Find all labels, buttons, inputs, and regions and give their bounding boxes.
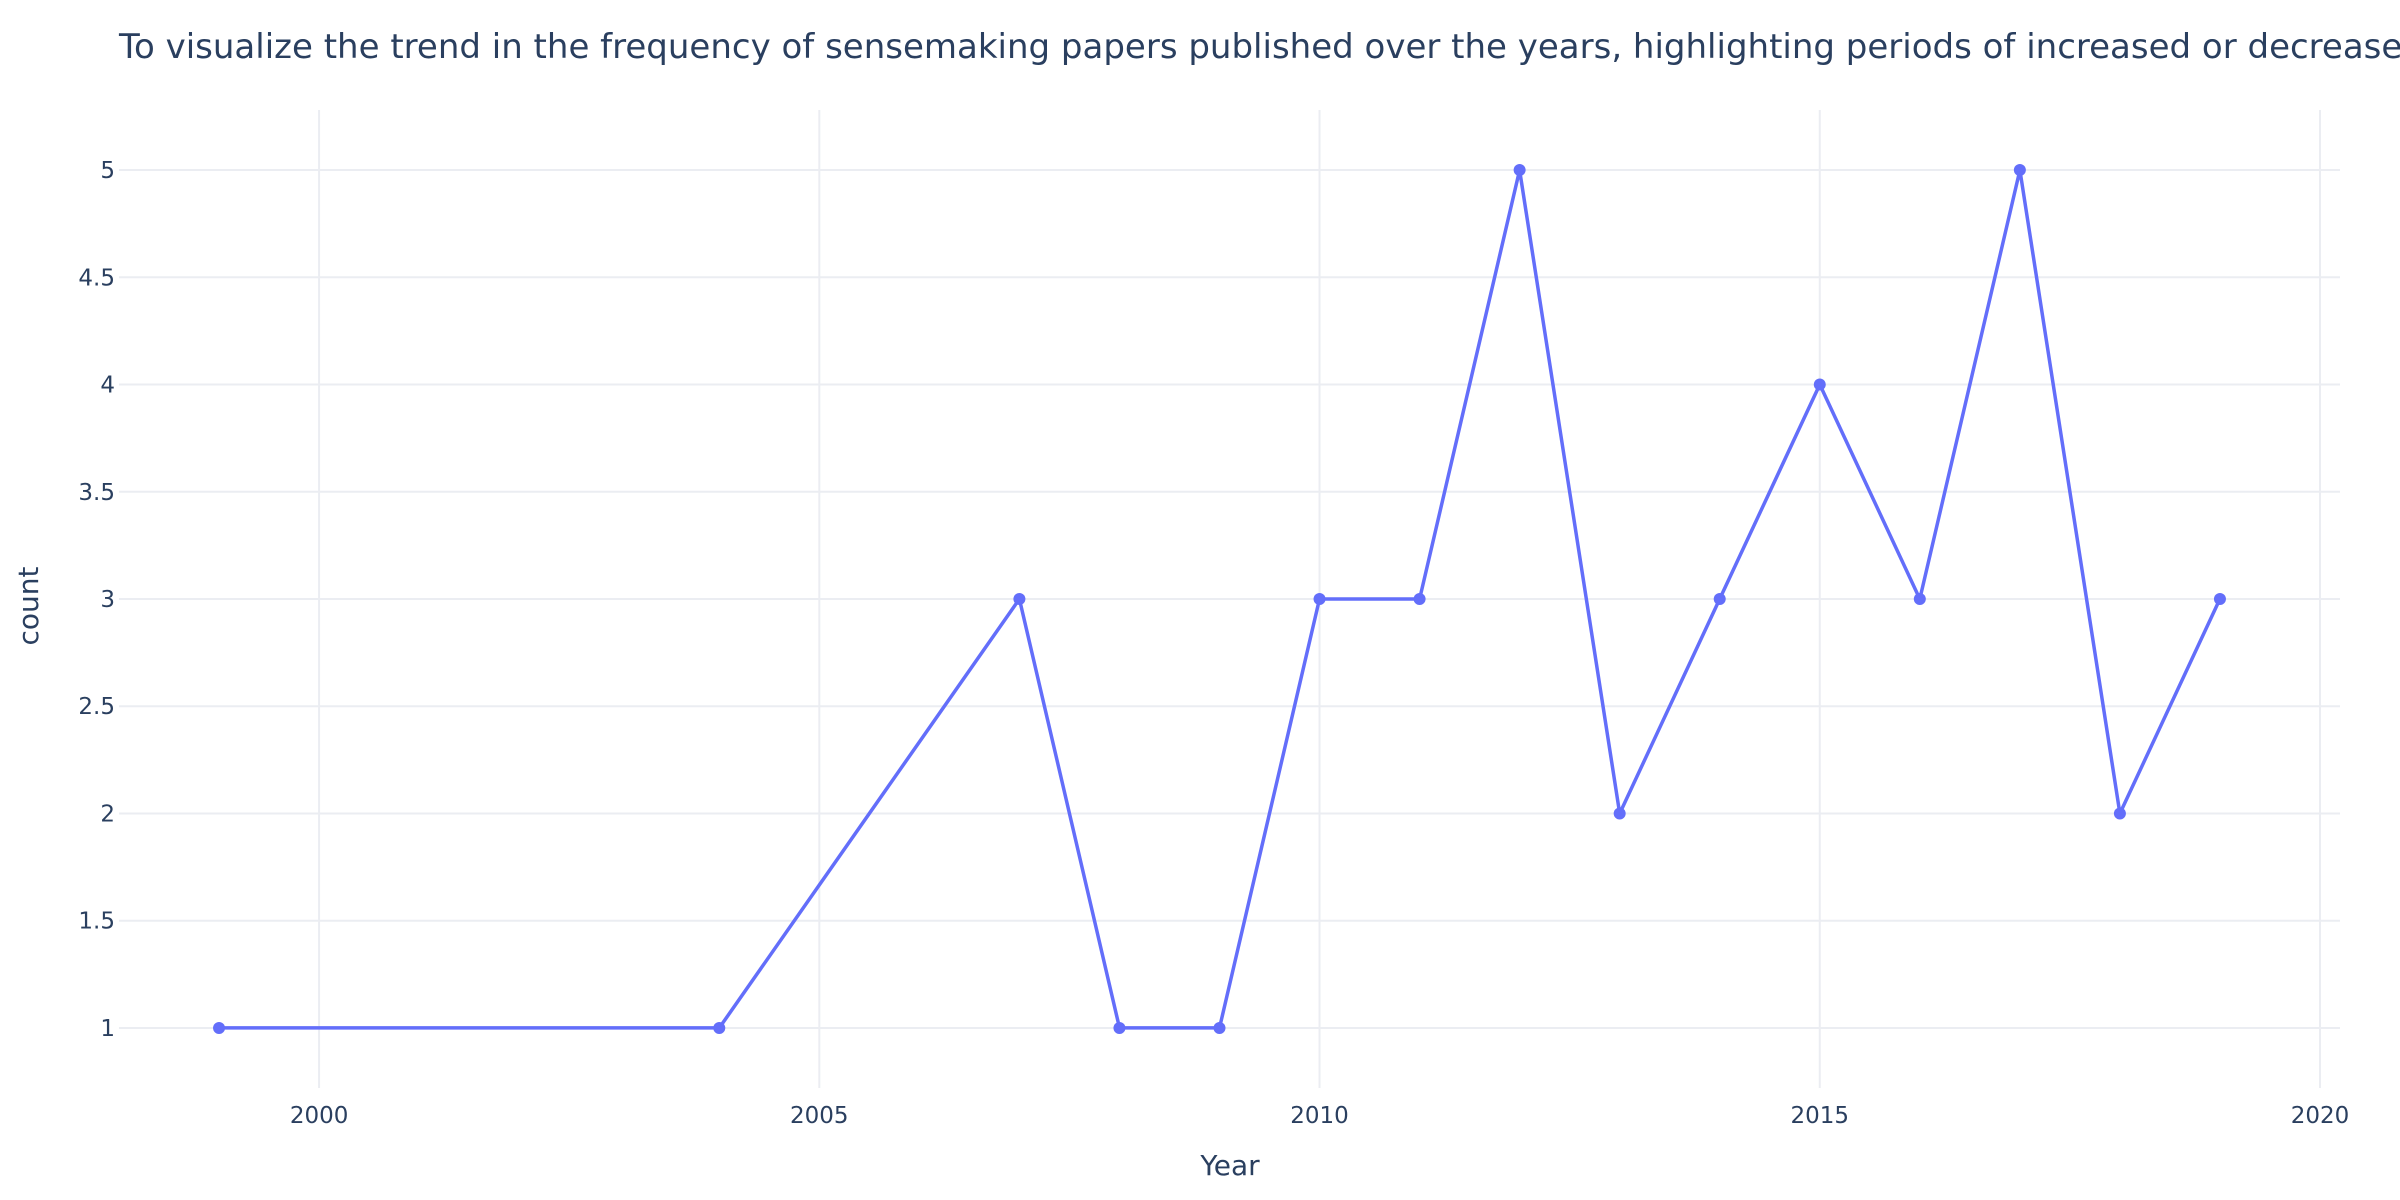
data-point[interactable] [713, 1021, 726, 1034]
data-point[interactable] [1013, 593, 1026, 605]
y-tick-label: 4.5 [78, 265, 115, 291]
data-point[interactable] [2213, 593, 2226, 605]
x-tick-label: 2020 [2291, 1103, 2350, 1129]
x-tick-label: 2000 [290, 1103, 349, 1129]
tick-layer: 2000 2005 2010 2015 2020 1 1.5 2 2.5 3 3.5 4 4.5 5 [78, 158, 2349, 1129]
y-tick-label: 3 [100, 587, 115, 613]
data-point[interactable] [1113, 1021, 1126, 1034]
y-tick-label: 2.5 [78, 694, 115, 720]
x-tick-label: 2010 [1290, 1103, 1349, 1129]
data-point[interactable] [2013, 164, 2026, 177]
data-point[interactable] [1613, 807, 1626, 820]
data-point[interactable] [1713, 593, 1726, 605]
y-tick-label: 4 [100, 373, 115, 399]
y-tick-label: 2 [100, 801, 115, 827]
x-tick-label: 2015 [1790, 1103, 1849, 1129]
data-point[interactable] [1913, 593, 1926, 605]
grid-layer [119, 110, 2340, 1088]
data-point[interactable] [1313, 593, 1326, 605]
data-point[interactable] [1213, 1021, 1226, 1034]
y-tick-label: 3.5 [78, 480, 115, 506]
x-tick-label: 2005 [790, 1103, 849, 1129]
data-point[interactable] [1513, 164, 1526, 177]
data-point[interactable] [2113, 807, 2126, 820]
data-point[interactable] [1413, 593, 1426, 605]
x-axis-title: Year [1199, 1149, 1260, 1182]
data-point[interactable] [213, 1021, 226, 1034]
y-tick-label: 1.5 [78, 909, 115, 935]
series-layer [213, 164, 2226, 1034]
y-axis-title: count [12, 566, 45, 645]
chart-title: To visualize the trend in the frequency … [118, 27, 2400, 67]
data-point[interactable] [1813, 378, 1826, 391]
y-tick-label: 1 [100, 1016, 115, 1042]
y-tick-label: 5 [100, 158, 115, 184]
